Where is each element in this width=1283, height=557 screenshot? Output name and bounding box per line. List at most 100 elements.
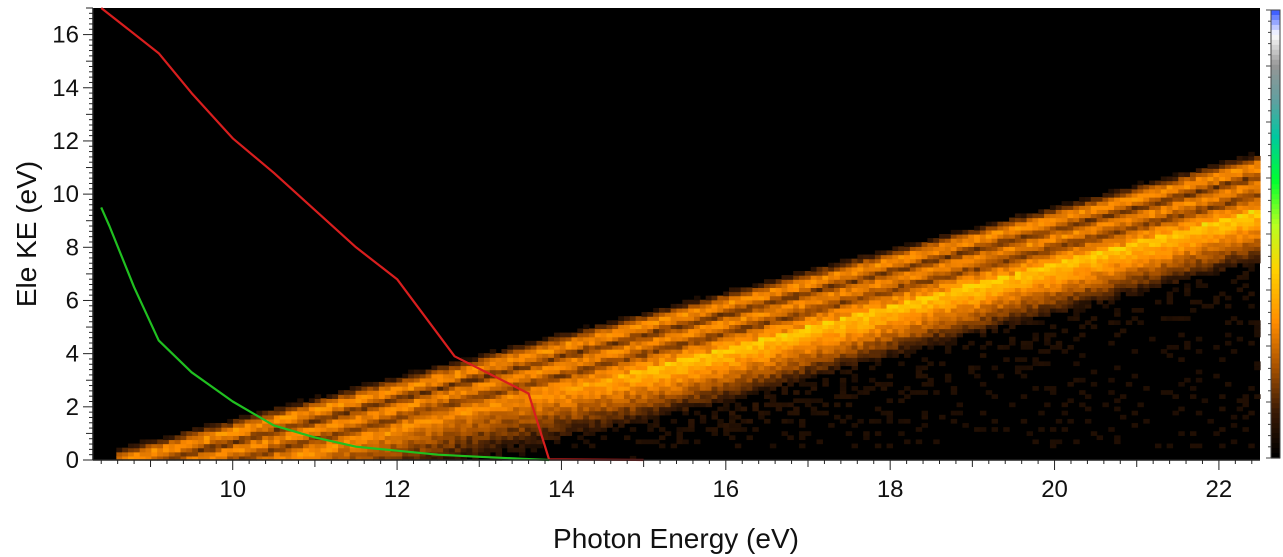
heatmap-cell <box>979 254 987 260</box>
heatmap-cell <box>845 349 853 354</box>
heatmap-cell <box>594 394 602 399</box>
heatmap-cell <box>338 431 345 436</box>
heatmap-cell <box>1219 201 1226 206</box>
heatmap-cell <box>367 447 374 453</box>
heatmap-cell <box>956 258 964 264</box>
heatmap-cell <box>1154 266 1162 272</box>
heatmap-cell <box>355 402 362 408</box>
heatmap-cell <box>828 307 835 313</box>
heatmap-cell <box>419 386 427 391</box>
heatmap-cell <box>863 386 870 391</box>
heatmap-cell <box>623 381 631 387</box>
heatmap-cell <box>734 353 742 358</box>
heatmap-cell <box>909 307 917 313</box>
heatmap-cell <box>495 365 503 371</box>
heatmap-cell <box>828 336 835 342</box>
heatmap-cell <box>962 246 969 252</box>
heatmap-cell <box>279 423 287 428</box>
heatmap-cell <box>1184 172 1191 178</box>
heatmap-cell <box>233 423 240 428</box>
heatmap-cell <box>1020 266 1028 272</box>
heatmap-cell <box>968 283 975 289</box>
heatmap-cell <box>734 365 742 371</box>
heatmap-cell <box>834 324 841 330</box>
heatmap-cell <box>565 340 573 346</box>
heatmap-cell <box>682 365 689 371</box>
heatmap-cell <box>979 316 987 321</box>
heatmap-cell <box>764 357 771 362</box>
heatmap-cell <box>699 349 707 354</box>
heatmap-cell <box>186 455 193 461</box>
heatmap-cell <box>1254 155 1261 161</box>
heatmap-cell <box>536 377 543 383</box>
heatmap-cell <box>1003 312 1010 317</box>
heatmap-cell <box>886 254 893 260</box>
heatmap-cell <box>483 410 491 416</box>
heatmap-cell <box>600 340 608 346</box>
heatmap-cell <box>1189 270 1197 276</box>
heatmap-cell <box>915 328 923 334</box>
heatmap-cell <box>869 299 876 305</box>
heatmap-cell <box>1044 307 1051 313</box>
heatmap-cell <box>694 332 701 338</box>
heatmap-cell <box>641 353 648 358</box>
heatmap-cell <box>1108 238 1115 243</box>
heatmap-cell <box>553 349 561 354</box>
heatmap-cell <box>874 349 882 354</box>
heatmap-cell <box>717 320 724 325</box>
heatmap-cell <box>1020 357 1028 362</box>
heatmap-cell <box>139 455 147 461</box>
heatmap-cell <box>717 312 724 317</box>
heatmap-cell <box>1061 234 1069 239</box>
heatmap-cell <box>542 353 549 358</box>
heatmap-cell <box>705 390 713 395</box>
heatmap-cell <box>851 373 858 379</box>
heatmap-cell <box>734 332 742 338</box>
heatmap-cell <box>705 398 713 404</box>
heatmap-cell <box>653 340 660 346</box>
heatmap-cell <box>1009 316 1016 321</box>
heatmap-cell <box>291 427 298 432</box>
heatmap-cell <box>396 423 403 428</box>
heatmap-cell <box>460 414 468 420</box>
heatmap-cell <box>968 254 975 260</box>
heatmap-cell <box>694 377 701 383</box>
heatmap-cell <box>518 344 526 350</box>
heatmap-cell <box>991 262 999 268</box>
heatmap-cell <box>828 357 835 362</box>
heatmap-cell <box>1061 349 1069 354</box>
heatmap-cell <box>413 377 421 383</box>
heatmap-cell <box>373 394 380 399</box>
heatmap-cell <box>793 275 800 280</box>
heatmap-cell <box>734 312 742 317</box>
heatmap-cell <box>915 365 923 371</box>
heatmap-cell <box>1172 238 1179 243</box>
heatmap-cell <box>419 431 427 436</box>
heatmap-cell <box>1125 270 1133 276</box>
heatmap-cell <box>886 344 893 350</box>
heatmap-cell <box>227 447 234 453</box>
heatmap-cell <box>495 381 503 387</box>
heatmap-cell <box>863 349 870 354</box>
heatmap-cell <box>810 381 818 387</box>
heatmap-cell <box>413 427 421 432</box>
heatmap-cell <box>384 402 392 408</box>
heatmap-cell <box>1049 275 1057 280</box>
heatmap-cell <box>804 431 812 436</box>
heatmap-cell <box>828 275 835 280</box>
heatmap-cell <box>635 410 643 416</box>
heatmap-cell <box>787 377 794 383</box>
heatmap-cell <box>1061 299 1069 305</box>
heatmap-cell <box>804 369 812 375</box>
heatmap-cell <box>845 312 853 317</box>
heatmap-cell <box>1143 258 1150 264</box>
heatmap-cell <box>1172 394 1179 399</box>
heatmap-cell <box>1067 217 1074 223</box>
heatmap-cell <box>653 410 660 416</box>
heatmap-cell <box>979 324 987 330</box>
heatmap-cell <box>390 394 398 399</box>
heatmap-cell <box>1178 262 1185 268</box>
heatmap-cell <box>699 361 707 367</box>
heatmap-cell <box>863 303 870 309</box>
heatmap-cell <box>939 250 946 256</box>
